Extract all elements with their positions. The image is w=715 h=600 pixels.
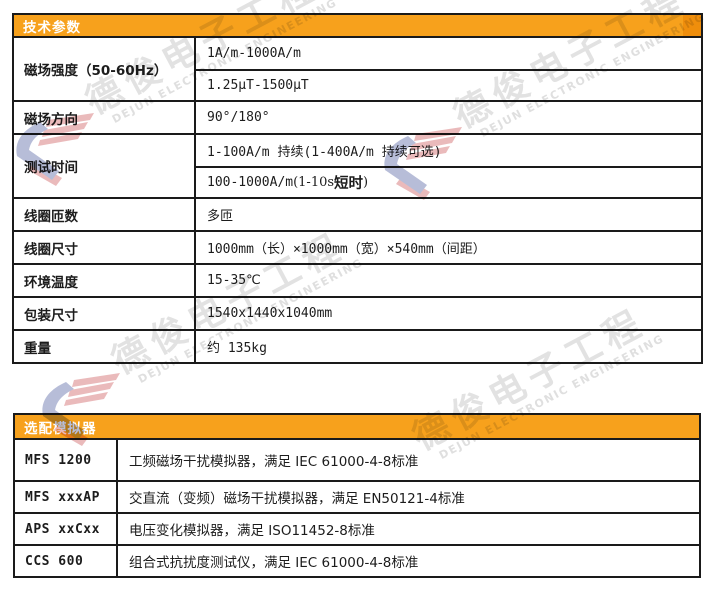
spec-value-cell: 1-100A/m 持续(1-400A/m 持续可选) [207, 145, 442, 160]
optional-simulators-rows: MFS 1200 工频磁场干扰模拟器，满足 IEC 61000-4-8标准 MFS … [15, 438, 699, 576]
spec-value-group: 1540x1440x1040mm [196, 298, 701, 329]
simulator-desc-cell: 组合式抗扰度测试仪，满足 IEC 61000-4-8标准 [129, 555, 419, 571]
spec-row: 磁场方向 90°/180° [14, 100, 701, 133]
spec-value-cell: 1540x1440x1040mm [207, 306, 333, 321]
spec-value-group: 约 135kg [196, 331, 701, 362]
spec-value-group: 1-100A/m 持续(1-400A/m 持续可选) 100-1000A/m (1-… [196, 135, 701, 197]
spec-row: 磁场强度（50-60Hz） 1A/m-1000A/m 1.25μT-1500μT [14, 36, 701, 100]
simulator-model-cell: CCS 600 [15, 546, 118, 576]
spec-label-cell: 测试时间 [14, 135, 196, 197]
simulator-desc-group: 工频磁场干扰模拟器，满足 IEC 61000-4-8标准 [118, 440, 699, 480]
spec-value-group: 1A/m-1000A/m 1.25μT-1500μT [196, 38, 701, 100]
spec-value-cell: 1.25μT-1500μT [196, 69, 701, 100]
spec-label-cell: 环境温度 [14, 265, 196, 296]
optional-simulators-table: 选配模拟器 MFS 1200 工频磁场干扰模拟器，满足 IEC 61000-4-8… [13, 413, 701, 578]
simulator-desc-group: 交直流（变频）磁场干扰模拟器，满足 EN50121-4标准 [118, 482, 699, 512]
spec-label-cell: 线圈尺寸 [14, 232, 196, 263]
simulator-desc-group: 组合式抗扰度测试仪，满足 IEC 61000-4-8标准 [118, 546, 699, 576]
tech-params-table: 技术参数 磁场强度（50-60Hz） 1A/m-1000A/m 1.25μT-150… [12, 13, 703, 364]
simulator-row: CCS 600 组合式抗扰度测试仪，满足 IEC 61000-4-8标准 [15, 544, 699, 576]
spec-value-cell: 1000mm（长）×1000mm（宽）×540mm（间距） [207, 242, 486, 257]
tech-params-rows: 磁场强度（50-60Hz） 1A/m-1000A/m 1.25μT-1500μT 磁场… [14, 36, 701, 362]
simulator-row: MFS xxxAP 交直流（变频）磁场干扰模拟器，满足 EN50121-4标准 [15, 480, 699, 512]
spec-row: 测试时间 1-100A/m 持续(1-400A/m 持续可选) 100-1000A/… [14, 133, 701, 197]
simulator-model-cell: MFS xxxAP [15, 482, 118, 512]
optional-simulators-title: 选配模拟器 [24, 420, 97, 437]
spec-value-cell: 1A/m-1000A/m [207, 46, 301, 61]
spec-label-cell: 包装尺寸 [14, 298, 196, 329]
simulator-desc-group: 电压变化模拟器，满足 ISO11452-8标准 [118, 514, 699, 544]
spec-value-group: 15-35℃ [196, 265, 701, 296]
spec-value-group: 多匝 [196, 199, 701, 230]
spec-value-cell: 多匝 [207, 209, 234, 224]
simulator-model-cell: MFS 1200 [15, 440, 118, 480]
spec-value-cell: 15-35℃ [207, 273, 261, 288]
simulator-desc-cell: 工频磁场干扰模拟器，满足 IEC 61000-4-8标准 [129, 454, 419, 470]
simulator-row: MFS 1200 工频磁场干扰模拟器，满足 IEC 61000-4-8标准 [15, 438, 699, 480]
spec-label-cell: 重量 [14, 331, 196, 362]
spec-label-cell: 线圈匝数 [14, 199, 196, 230]
spec-value-cell: 约 135kg [207, 341, 267, 356]
spec-row: 线圈匝数 多匝 [14, 197, 701, 230]
spec-value-cell: 100-1000A/m (1-10s 短时) [196, 166, 701, 197]
tech-params-title: 技术参数 [23, 19, 81, 36]
header-end-cap [683, 15, 701, 36]
optional-simulators-header: 选配模拟器 [15, 415, 699, 438]
spec-label-cell: 磁场强度（50-60Hz） [14, 38, 196, 100]
spec-value-group: 1000mm（长）×1000mm（宽）×540mm（间距） [196, 232, 701, 263]
spec-label-cell: 磁场方向 [14, 102, 196, 133]
spec-row: 环境温度 15-35℃ [14, 263, 701, 296]
tech-params-header: 技术参数 [14, 15, 701, 36]
simulator-desc-cell: 电压变化模拟器，满足 ISO11452-8标准 [129, 523, 375, 539]
spec-row: 线圈尺寸 1000mm（长）×1000mm（宽）×540mm（间距） [14, 230, 701, 263]
spec-value-group: 90°/180° [196, 102, 701, 133]
spec-row: 包装尺寸 1540x1440x1040mm [14, 296, 701, 329]
simulator-model-cell: APS xxCxx [15, 514, 118, 544]
simulator-desc-cell: 交直流（变频）磁场干扰模拟器，满足 EN50121-4标准 [129, 491, 465, 507]
spec-row: 重量约 135kg [14, 329, 701, 362]
spec-value-cell: 90°/180° [207, 110, 270, 125]
simulator-row: APS xxCxx 电压变化模拟器，满足 ISO11452-8标准 [15, 512, 699, 544]
